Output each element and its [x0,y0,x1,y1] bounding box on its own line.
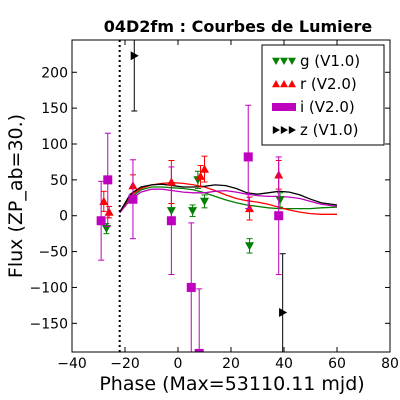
x-tick-label-0: −40 [57,356,87,372]
x-axis-label: Phase (Max=53110.11 mjd) [99,373,364,395]
marker [101,225,111,234]
x-tick-label-5: 60 [328,356,346,372]
marker [279,308,288,318]
y-tick-label-6: 150 [41,101,68,117]
legend: g (V1.0) r (V2.0) i (V2.0) z (V1.0) [261,44,385,146]
x-tick-label-1: −20 [110,356,140,372]
legend-marker [280,126,288,134]
legend-label-2: i (V2.0) [300,98,355,116]
legend-marker [272,126,280,134]
legend-marker [280,57,288,65]
point-2-4 [186,222,196,352]
legend-entry-1: r (V2.0) [272,75,357,93]
y-tick-label-3: 0 [59,209,68,225]
point-1-5 [200,155,209,183]
legend-marker [288,80,296,88]
chart-title: 04D2fm : Courbes de Lumiere [104,17,373,36]
point-1-1 [104,205,114,219]
point-3-0 [130,40,139,112]
legend-marker [272,57,280,65]
data-points [96,40,288,352]
fit-curve-3 [119,183,338,213]
marker [104,207,114,216]
legend-entry-2: i (V2.0) [272,98,355,116]
legend-label-3: z (V1.0) [300,121,358,139]
marker [194,348,204,352]
x-tick-label-3: 20 [222,356,240,372]
point-2-1 [103,132,113,227]
point-2-2 [128,159,138,240]
x-tick-label-4: 40 [275,356,293,372]
point-0-5 [245,238,255,254]
point-2-3 [166,166,176,276]
point-0-4 [200,194,209,209]
fit-curves [118,40,338,352]
legend-label-1: r (V2.0) [300,75,357,93]
point-3-1 [279,253,288,352]
legend-marker [280,103,288,111]
marker [200,164,209,173]
point-2-5 [194,288,204,352]
marker [196,171,206,180]
legend-marker [272,80,280,88]
x-axis-ticks: −40 −20 0 20 40 60 80 [57,40,399,372]
legend-marker [280,80,288,88]
y-tick-label-1: −100 [30,280,68,296]
marker [186,282,196,292]
fit-curve-2 [119,188,338,214]
y-tick-label-0: −150 [30,316,68,332]
marker [274,211,284,221]
legend-entry-3: z (V1.0) [272,121,358,139]
marker [275,196,285,205]
legend-marker [288,57,296,65]
point-2-0 [96,180,106,261]
marker [243,152,253,162]
legend-marker [288,103,296,111]
marker [245,242,255,251]
y-axis-label: Flux (ZP_ab=30.) [5,114,27,278]
marker [128,194,138,204]
marker [96,216,106,226]
legend-marker [272,103,280,111]
marker [130,51,139,61]
x-tick-label-2: 0 [174,356,183,372]
legend-label-0: g (V1.0) [300,52,360,70]
point-0-2 [188,204,198,217]
marker [188,207,198,216]
y-tick-label-2: −50 [38,245,68,261]
y-tick-label-7: 200 [41,65,68,81]
point-0-6 [275,192,285,208]
y-tick-label-4: 50 [50,173,68,189]
x-tick-label-6: 80 [381,356,399,372]
marker [200,197,209,206]
fit-curve-0 [119,186,338,213]
point-2-6 [243,104,253,210]
y-axis-ticks: −150 −100 −50 0 50 100 150 200 [30,65,390,332]
point-1-4 [196,165,206,188]
legend-marker [288,126,296,134]
point-2-7 [274,156,284,276]
y-tick-label-5: 100 [41,137,68,153]
legend-entry-0: g (V1.0) [272,52,360,70]
marker [103,175,113,185]
marker [166,216,176,226]
